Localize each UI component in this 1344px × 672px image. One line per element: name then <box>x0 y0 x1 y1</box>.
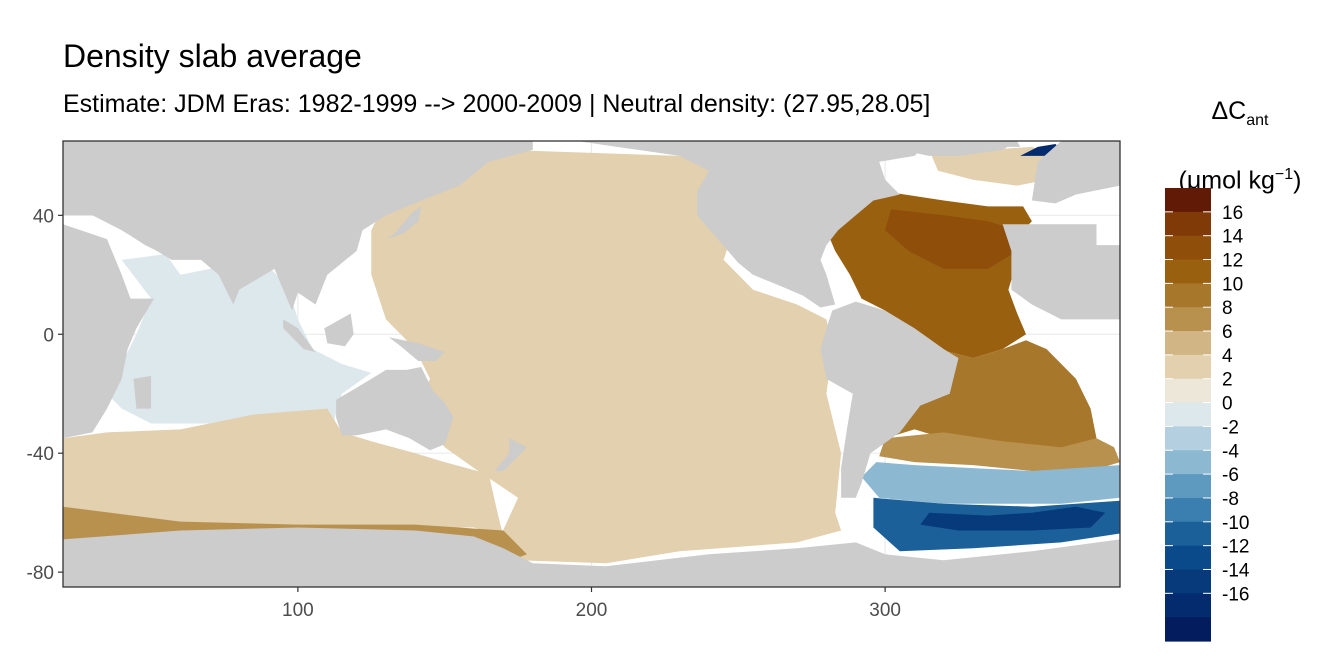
colorbar-label: -10 <box>1222 513 1249 534</box>
legend-symbol: ΔCant <box>1211 97 1269 129</box>
land-southamerica <box>820 301 959 498</box>
x-tick-label: 200 <box>576 600 608 621</box>
land-layer <box>63 141 1120 587</box>
colorbar-bin <box>1165 307 1211 332</box>
ocean-region <box>885 209 1018 269</box>
colorbar-bin <box>1165 188 1211 213</box>
land-europe <box>1031 141 1120 204</box>
colorbar-bin <box>1165 378 1211 404</box>
colorbar-bin <box>1165 450 1211 475</box>
colorbar-bin <box>1165 593 1211 618</box>
x-tick-label: 100 <box>282 600 314 621</box>
chart-subtitle: Estimate: JDM Eras: 1982-1999 --> 2000-2… <box>63 90 931 118</box>
colorbar-label: 2 <box>1222 370 1233 391</box>
land-madagascar <box>133 375 152 409</box>
ocean-region <box>371 149 842 564</box>
colorbar-bin <box>1165 521 1211 547</box>
y-tick-label: 0 <box>43 325 54 346</box>
land-iceland <box>993 141 1021 147</box>
colorbar-label: 12 <box>1222 251 1243 272</box>
colorbar-label: 10 <box>1222 274 1243 295</box>
land-borneo <box>324 313 354 347</box>
land-africa-west <box>1002 224 1120 320</box>
ocean-region <box>879 432 1120 471</box>
land-africa <box>63 224 154 439</box>
colorbar-label: 16 <box>1222 203 1243 224</box>
colorbar-label: 8 <box>1222 298 1233 319</box>
colorbar-label: -6 <box>1222 465 1239 486</box>
colorbar-label: -16 <box>1222 584 1249 605</box>
colorbar-bin <box>1165 497 1211 523</box>
colorbar-label: 0 <box>1222 394 1233 415</box>
land-antarctica <box>63 527 1120 587</box>
colorbar-label: 4 <box>1222 346 1233 367</box>
chart-title: Density slab average <box>63 38 362 74</box>
colorbar-label: 6 <box>1222 322 1233 343</box>
land-uk <box>1043 161 1059 186</box>
colorbar-label: -2 <box>1222 417 1239 438</box>
land-newguinea <box>388 337 445 361</box>
colorbar-bin <box>1165 331 1211 356</box>
colorbar-label: -14 <box>1222 560 1250 581</box>
ocean-region <box>63 408 504 543</box>
colorbar-label: -4 <box>1222 441 1239 462</box>
colorbar-bin <box>1165 474 1211 499</box>
land-northamerica <box>576 141 930 308</box>
x-tick-label: 300 <box>869 600 901 621</box>
land-greenland <box>885 141 1018 156</box>
colorbar-bin <box>1165 617 1211 642</box>
land-japan <box>386 206 422 240</box>
colorbar-label: -12 <box>1222 537 1249 558</box>
colorbar-label: -8 <box>1222 489 1239 510</box>
colorbar-bin <box>1165 545 1211 571</box>
colorbar-bin <box>1165 283 1211 308</box>
x-axis: 100 200 300 <box>282 587 901 621</box>
ocean-region <box>107 254 372 433</box>
land-eurasia <box>63 141 533 311</box>
colorbar-bin <box>1165 211 1211 237</box>
ocean-region <box>920 506 1106 531</box>
legend-title: ΔCant (μmol kg−1) <box>1140 84 1340 207</box>
legend-unit: (μmol kg−1) <box>1178 166 1302 195</box>
land-sumatra <box>283 319 316 353</box>
colorbar-bin <box>1165 259 1211 284</box>
colorbar-bin <box>1165 235 1211 261</box>
land-australia <box>336 367 454 451</box>
colorbar-bin <box>1165 402 1211 428</box>
ocean-region <box>929 146 1056 186</box>
y-tick-label: -80 <box>27 563 54 584</box>
y-axis: 40 0 -40 -80 <box>27 206 63 584</box>
land-newzealand <box>494 438 527 471</box>
y-tick-label: 40 <box>33 206 54 227</box>
colorbar-label: 14 <box>1222 227 1244 248</box>
colorbar-bin <box>1165 354 1211 380</box>
ocean-region <box>861 462 1120 504</box>
colorbar-bin <box>1165 569 1211 594</box>
y-tick-label: -40 <box>27 444 54 465</box>
colorbar-bin <box>1165 426 1211 451</box>
